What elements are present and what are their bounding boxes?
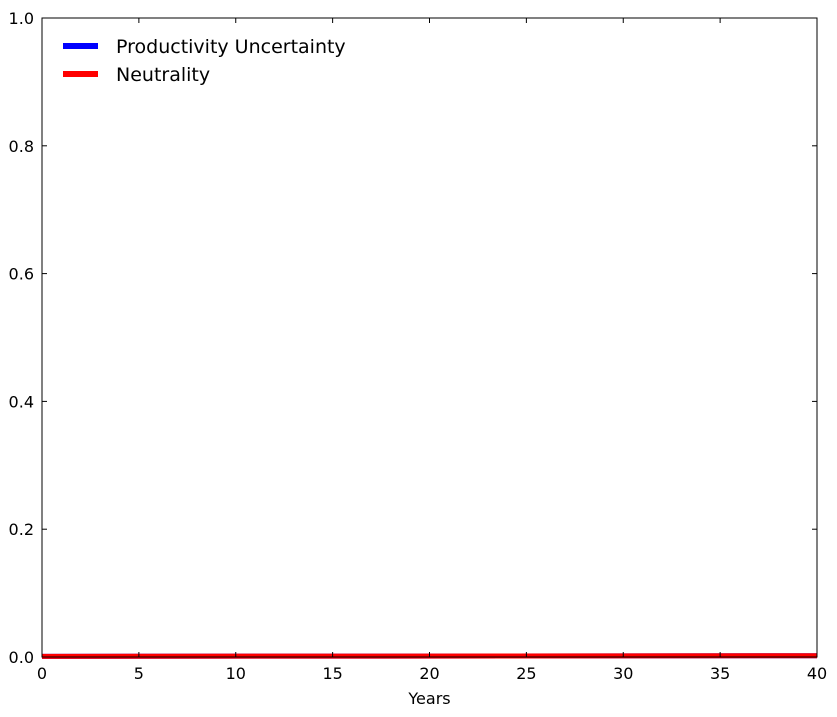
y-tick-label: 0.8	[9, 137, 34, 156]
legend-label: Neutrality	[116, 64, 210, 86]
legend: Productivity Uncertainty Neutrality	[63, 36, 346, 86]
legend-label: Productivity Uncertainty	[116, 36, 346, 58]
y-tick-label: 1.0	[9, 9, 34, 28]
x-tick-label: 5	[134, 664, 144, 683]
y-tick-label: 0.4	[9, 392, 34, 411]
x-axis-label: Years	[407, 689, 450, 708]
x-tick-label: 0	[37, 664, 47, 683]
y-tick-label: 0.0	[9, 648, 34, 667]
y-tick-label: 0.2	[9, 520, 34, 539]
x-tick-label: 25	[516, 664, 536, 683]
x-tick-label: 20	[419, 664, 439, 683]
y-tick-label: 0.6	[9, 265, 34, 284]
x-tick-label: 35	[710, 664, 730, 683]
x-tick-label: 10	[226, 664, 246, 683]
x-tick-label: 30	[613, 664, 633, 683]
x-tick-label: 40	[807, 664, 827, 683]
x-tick-label: 15	[322, 664, 342, 683]
